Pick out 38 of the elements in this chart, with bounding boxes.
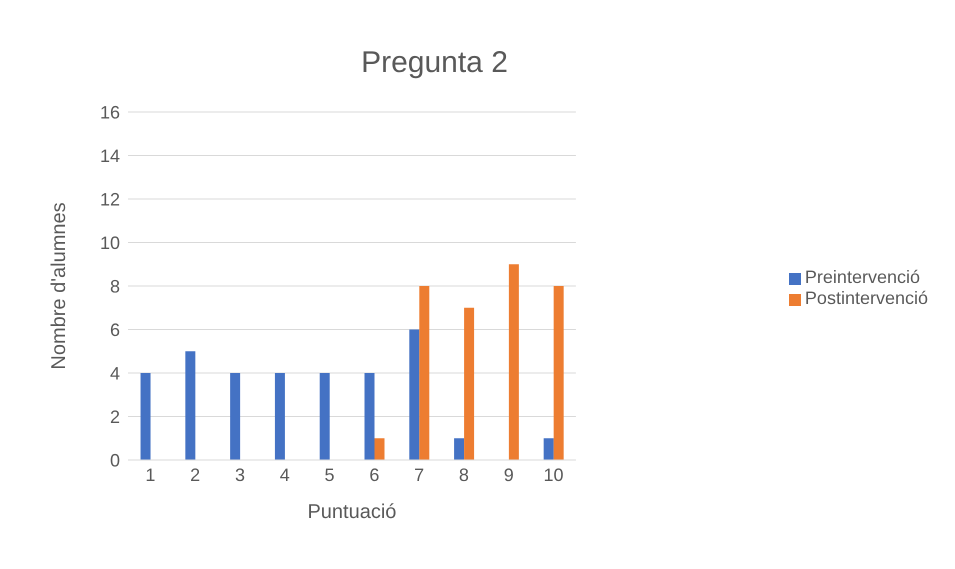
bar — [554, 286, 564, 460]
bar — [544, 438, 554, 460]
x-tick-label: 6 — [369, 464, 380, 485]
x-tick-label: 10 — [544, 464, 564, 485]
bar — [140, 373, 151, 460]
y-tick-label: 0 — [110, 450, 120, 470]
bar — [419, 286, 430, 460]
x-tick-label: 2 — [190, 464, 200, 485]
y-tick-label: 4 — [110, 363, 120, 384]
x-tick-label: 7 — [414, 464, 424, 485]
y-tick-label: 10 — [100, 232, 120, 253]
y-tick-label: 14 — [100, 146, 120, 166]
bar — [364, 373, 375, 460]
x-tick-label: 8 — [458, 464, 469, 485]
x-axis-title: Puntuació — [307, 501, 396, 523]
y-tick-label: 16 — [100, 102, 120, 122]
legend-label: Postintervenció — [804, 288, 928, 308]
x-tick-label: 1 — [145, 464, 156, 485]
bar — [508, 264, 519, 460]
y-tick-label: 2 — [110, 406, 120, 427]
bar — [409, 330, 420, 460]
y-tick-label: 12 — [100, 189, 120, 210]
chart-title: Pregunta 2 — [360, 46, 509, 80]
bar — [274, 373, 285, 460]
y-axis-title: Nombre d'alumnes — [48, 202, 70, 370]
legend-label: Preintervenció — [804, 267, 920, 287]
bar — [185, 351, 196, 460]
x-tick-label: 4 — [280, 464, 290, 485]
x-tick-label: 9 — [504, 464, 514, 485]
x-tick-label: 3 — [234, 464, 245, 485]
x-tick-label: 5 — [324, 464, 335, 485]
bar — [320, 373, 330, 460]
bar — [454, 438, 464, 460]
bar — [464, 308, 474, 460]
y-tick-label: 6 — [110, 320, 120, 340]
bar — [230, 373, 240, 460]
bar — [374, 438, 385, 460]
y-tick-label: 8 — [110, 276, 120, 296]
